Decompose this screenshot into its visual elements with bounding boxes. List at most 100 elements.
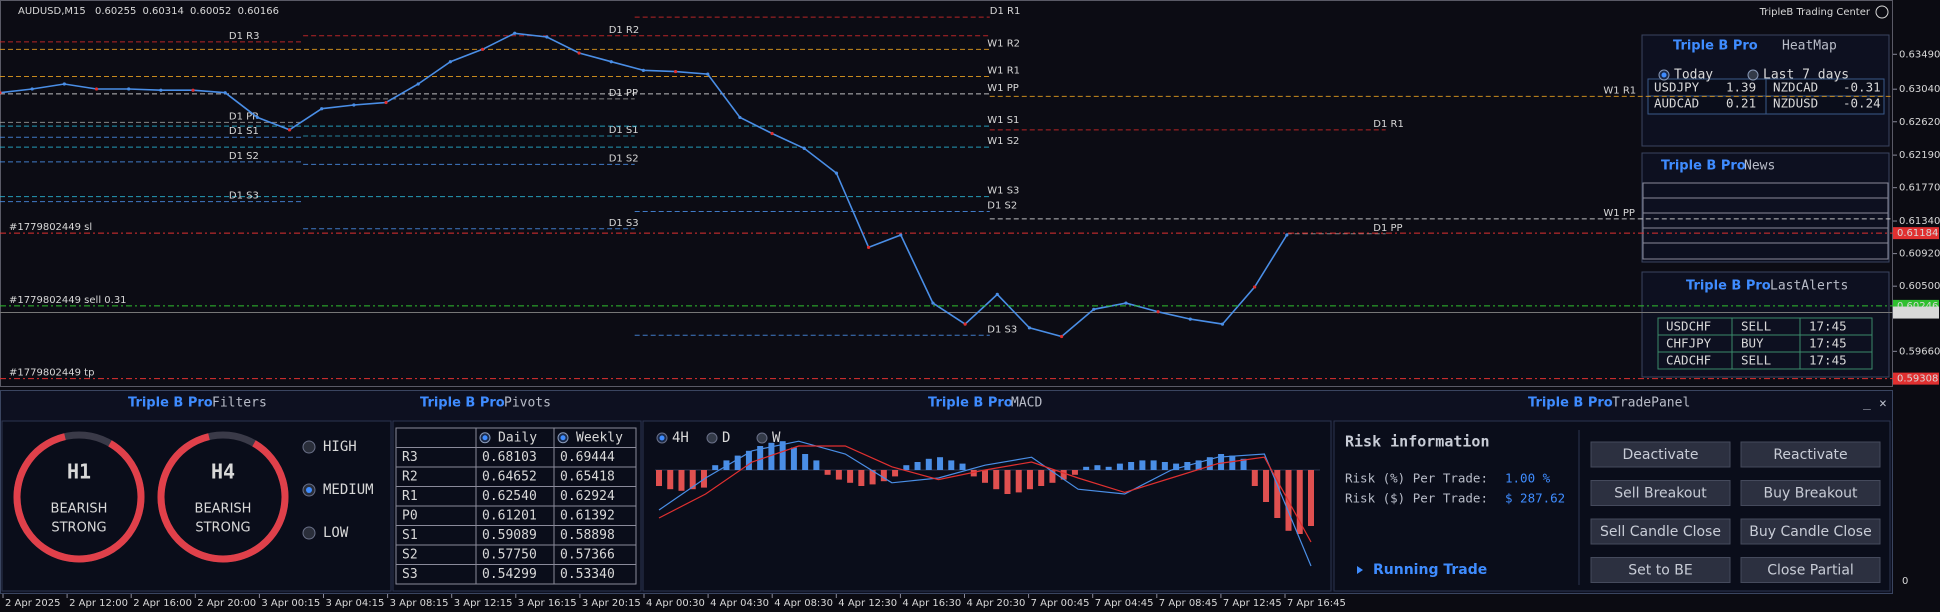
button[interactable]: Sell Breakout	[1590, 480, 1731, 506]
price-point	[1156, 310, 1160, 314]
button-body[interactable]	[1740, 557, 1881, 583]
macd-bar	[948, 460, 955, 470]
panel-title: MACD	[1011, 396, 1042, 411]
button-body[interactable]	[1740, 441, 1881, 468]
price-point	[834, 171, 839, 175]
price-point	[416, 82, 420, 86]
price-point	[127, 87, 131, 91]
heatmap-cell: 1.39	[1726, 80, 1756, 95]
macd-bar	[982, 470, 988, 483]
tab-radio[interactable]	[756, 432, 768, 444]
pivot-value: 0.58898	[560, 528, 615, 543]
macd-bar	[1049, 470, 1056, 483]
x-tick-label: 3 Apr 20:15	[582, 598, 641, 609]
button[interactable]: Deactivate	[1590, 441, 1731, 468]
tab-label[interactable]: 4H	[672, 430, 689, 446]
price-point	[545, 35, 549, 39]
button[interactable]: Close Partial	[1740, 557, 1881, 583]
button-body[interactable]	[1590, 557, 1731, 583]
macd-bar	[1218, 454, 1225, 470]
pivot-label: D1 R1	[1373, 119, 1404, 130]
macd-bar	[1173, 463, 1180, 470]
button[interactable]: Reactivate	[1740, 441, 1881, 468]
price-point	[1285, 233, 1289, 237]
price-point	[320, 107, 324, 111]
running-trade[interactable]: Running Trade	[1373, 562, 1487, 578]
y-tick-label: 0.60500	[1899, 281, 1940, 292]
button-body[interactable]	[1740, 518, 1881, 545]
alert-cell: SELL	[1741, 319, 1771, 334]
price-point	[287, 128, 292, 132]
tab-label[interactable]: W	[772, 430, 781, 446]
pivot-value: 0.61201	[482, 508, 537, 523]
price-point	[931, 301, 935, 305]
minimize-button[interactable]: _	[1863, 396, 1871, 411]
macd-bar	[1015, 470, 1022, 493]
x-tick-label: 7 Apr 04:45	[1095, 598, 1154, 609]
button-label[interactable]: Deactivate	[1622, 447, 1698, 463]
heatmap-cell: -0.31	[1843, 80, 1881, 95]
price-point	[480, 47, 485, 51]
tab-radio[interactable]	[706, 432, 718, 444]
heatmap-cell: -0.24	[1843, 96, 1881, 111]
button[interactable]: Buy Candle Close	[1740, 518, 1881, 545]
radio[interactable]	[1747, 69, 1759, 81]
macd-bar	[667, 470, 674, 490]
section-title: Risk information	[1345, 433, 1490, 451]
macd-bar	[1071, 470, 1078, 475]
alert-cell: 17:45	[1809, 319, 1847, 334]
price-point	[899, 233, 903, 237]
radio-label[interactable]: MEDIUM	[323, 482, 374, 498]
close-button[interactable]: ×	[1879, 397, 1887, 412]
price-point	[352, 103, 356, 107]
macd-bar	[847, 470, 854, 483]
macd-bar	[1060, 470, 1067, 480]
column-header: Weekly	[576, 430, 623, 445]
pivot-label: D1 S3	[609, 218, 639, 229]
alert-cell: BUY	[1741, 336, 1764, 351]
alert-cell: 17:45	[1809, 336, 1847, 351]
button-label[interactable]: Sell Candle Close	[1600, 524, 1721, 540]
macd-bar	[1139, 460, 1146, 470]
button[interactable]: Sell Candle Close	[1590, 518, 1731, 545]
x-tick-label: 4 Apr 08:30	[774, 598, 833, 609]
radio[interactable]	[302, 526, 316, 540]
pivot-value: 0.59089	[482, 528, 537, 543]
button[interactable]: Set to BE	[1590, 557, 1731, 583]
pivot-label: D1 R1	[990, 6, 1021, 17]
radio-label[interactable]: Today	[1674, 68, 1713, 83]
x-tick-label: 7 Apr 12:45	[1223, 598, 1282, 609]
button-label[interactable]: Sell Breakout	[1614, 486, 1707, 502]
button[interactable]: Buy Breakout	[1740, 480, 1881, 506]
price-point	[448, 60, 452, 64]
pivot-label: D1 S3	[229, 191, 259, 202]
row-header: S2	[402, 547, 418, 562]
button-body[interactable]	[1590, 441, 1731, 468]
alerts-table	[1657, 317, 1873, 370]
price-point	[963, 322, 967, 326]
button-label[interactable]: Set to BE	[1628, 563, 1692, 579]
expand-icon[interactable]	[1357, 566, 1363, 574]
radio[interactable]	[302, 440, 316, 454]
x-tick-label: 4 Apr 16:30	[902, 598, 961, 609]
radio-label[interactable]: HIGH	[323, 439, 357, 455]
button-body[interactable]	[1590, 480, 1731, 506]
pivot-label: W1 R2	[987, 38, 1020, 49]
button-body[interactable]	[1590, 518, 1731, 545]
radio-label[interactable]: LOW	[323, 525, 349, 541]
button-body[interactable]	[1740, 480, 1881, 506]
gauge-arc	[13, 431, 145, 563]
button-label[interactable]: Close Partial	[1767, 563, 1854, 579]
panel	[1641, 271, 1890, 378]
button-label[interactable]: Reactivate	[1773, 447, 1847, 463]
high: 0.60314	[143, 6, 184, 17]
radio-label[interactable]: Last 7 days	[1763, 68, 1849, 83]
macd-bar	[970, 470, 977, 477]
y-tick-label: 0.61340	[1899, 216, 1940, 227]
button-label[interactable]: Buy Breakout	[1764, 486, 1859, 502]
close: 0.60166	[238, 6, 279, 17]
panel-title: LastAlerts	[1770, 279, 1848, 294]
button-label[interactable]: Buy Candle Close	[1749, 524, 1871, 540]
price-point	[513, 31, 517, 35]
tab-label[interactable]: D	[722, 430, 730, 446]
